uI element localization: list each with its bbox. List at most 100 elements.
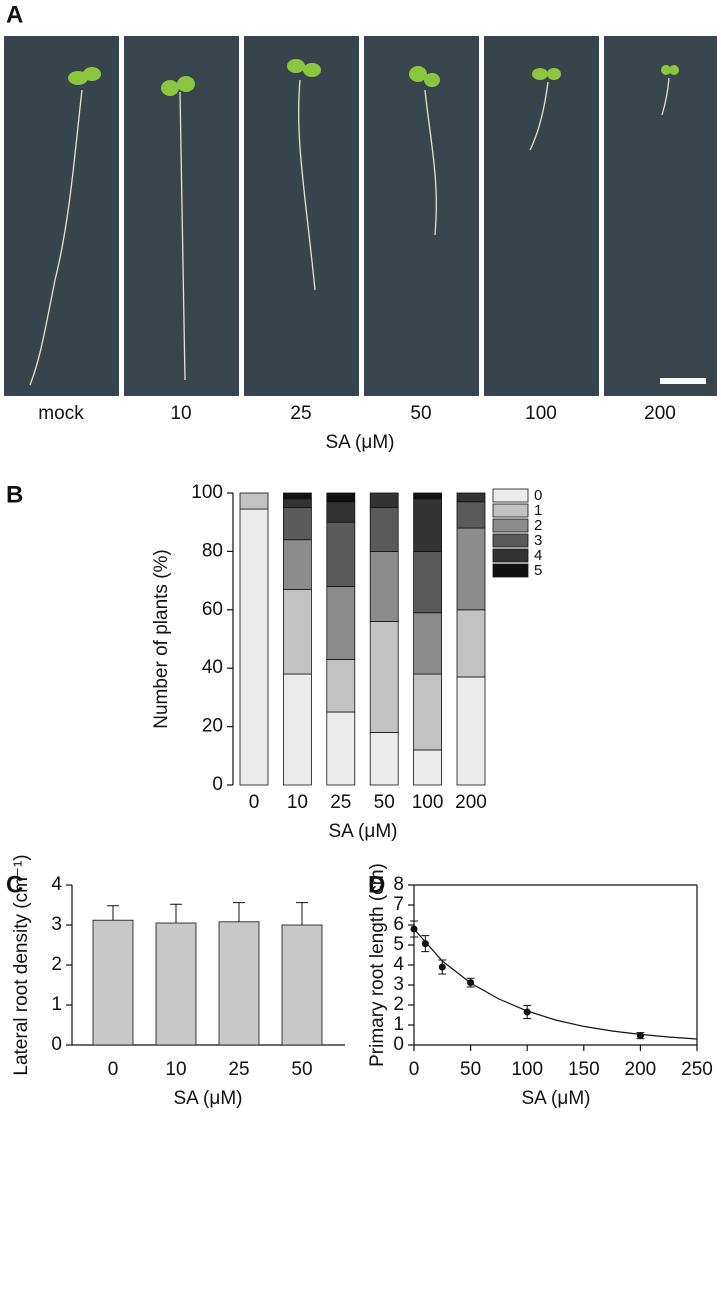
y-tick-label: 3 (51, 914, 62, 935)
error-bar (233, 902, 245, 922)
y-tick-label: 40 (202, 657, 223, 678)
bar-segment (369, 507, 399, 552)
legend-swatch (492, 533, 529, 548)
legend-label: 3 (534, 532, 542, 549)
bar-segment (326, 501, 356, 523)
y-axis-title: Primary root length (cm) (367, 863, 388, 1067)
y-tick-label: 0 (212, 774, 223, 795)
legend-label: 5 (534, 562, 542, 579)
bar-segment (282, 673, 312, 786)
bar-segment (326, 521, 356, 587)
y-tick-label: 80 (202, 540, 223, 561)
legend-swatch (492, 503, 529, 518)
x-tick-label: 50 (374, 792, 395, 813)
bar-segment (239, 492, 269, 510)
legend-label: 2 (534, 517, 542, 534)
bar-segment (369, 732, 399, 786)
x-tick-label: 50 (460, 1059, 481, 1080)
y-tick-label: 0 (393, 1034, 404, 1055)
legend-swatch (492, 488, 529, 503)
photo-label: 200 (644, 403, 676, 424)
x-tick-label: 25 (228, 1059, 249, 1080)
x-tick-label: 10 (165, 1059, 186, 1080)
error-bar (107, 905, 119, 921)
x-tick-label: 100 (511, 1059, 543, 1080)
bar-segment (326, 711, 356, 786)
x-tick-label: 50 (291, 1059, 312, 1080)
axis-title: SA (μM) (325, 432, 394, 453)
point (410, 925, 418, 933)
point (438, 963, 446, 971)
x-tick-label: 0 (108, 1059, 119, 1080)
y-tick-label: 20 (202, 716, 223, 737)
photos (4, 36, 717, 396)
legend-label: 4 (534, 547, 542, 564)
bar-segment (239, 508, 269, 786)
point (421, 940, 429, 948)
point (467, 979, 475, 987)
bar-segment (456, 492, 486, 503)
y-tick-label: 1 (393, 1014, 404, 1035)
bar-segment (456, 676, 486, 786)
bar-segment (369, 551, 399, 622)
legend-swatch (492, 518, 529, 533)
error-bar (170, 903, 182, 923)
y-tick-label: 3 (393, 974, 404, 995)
bar (281, 924, 323, 1046)
y-tick-label: 5 (393, 934, 404, 955)
bar-segment (456, 609, 486, 678)
point (636, 1032, 644, 1040)
bar-segment (326, 492, 356, 503)
bar-segment (326, 659, 356, 713)
panel-letter: D (368, 871, 385, 898)
y-axis-title: Lateral root density (cm⁻¹) (11, 854, 32, 1075)
photo-label: mock (38, 403, 84, 424)
bar-segment (413, 551, 443, 614)
y-tick-label: 4 (51, 874, 62, 895)
x-tick-label: 25 (330, 792, 351, 813)
bar-segment (456, 527, 486, 611)
x-tick-label: 0 (409, 1059, 420, 1080)
bar-segment (413, 612, 443, 675)
legend-label: 0 (534, 487, 542, 504)
fit-curve (413, 928, 698, 1040)
photo-label: 10 (170, 403, 191, 424)
bar-segment (369, 492, 399, 509)
x-axis-title: SA (μM) (173, 1088, 242, 1109)
bar (92, 919, 134, 1046)
y-tick-label: 0 (51, 1034, 62, 1055)
y-tick-label: 6 (393, 914, 404, 935)
panel-letter: C (6, 871, 23, 898)
bar-segment (282, 498, 312, 508)
panel-letter: B (6, 481, 23, 508)
x-tick-label: 250 (681, 1059, 713, 1080)
point (523, 1008, 531, 1016)
bar-segment (282, 588, 312, 675)
y-tick-label: 4 (393, 954, 404, 975)
x-tick-label: 0 (249, 792, 260, 813)
photo-label: 50 (410, 403, 431, 424)
x-tick-label: 200 (455, 792, 487, 813)
x-tick-label: 100 (412, 792, 444, 813)
x-tick-label: 10 (287, 792, 308, 813)
bar-segment (456, 501, 486, 529)
x-tick-label: 150 (568, 1059, 600, 1080)
legend-label: 1 (534, 502, 542, 519)
y-tick-label: 7 (393, 894, 404, 915)
x-axis-title: SA (μM) (328, 821, 397, 842)
y-tick-label: 100 (191, 482, 223, 503)
x-tick-label: 200 (625, 1059, 657, 1080)
bar-segment (282, 492, 312, 500)
bar-segment (413, 492, 443, 500)
bar-segment (413, 749, 443, 786)
y-axis-title: Number of plants (%) (151, 549, 172, 729)
bar (218, 921, 260, 1046)
legend-swatch (492, 548, 529, 563)
bar (155, 922, 197, 1046)
y-tick-label: 8 (393, 874, 404, 895)
y-tick-label: 2 (393, 994, 404, 1015)
bar-segment (282, 507, 312, 541)
y-tick-label: 60 (202, 599, 223, 620)
bar-segment (282, 539, 312, 590)
